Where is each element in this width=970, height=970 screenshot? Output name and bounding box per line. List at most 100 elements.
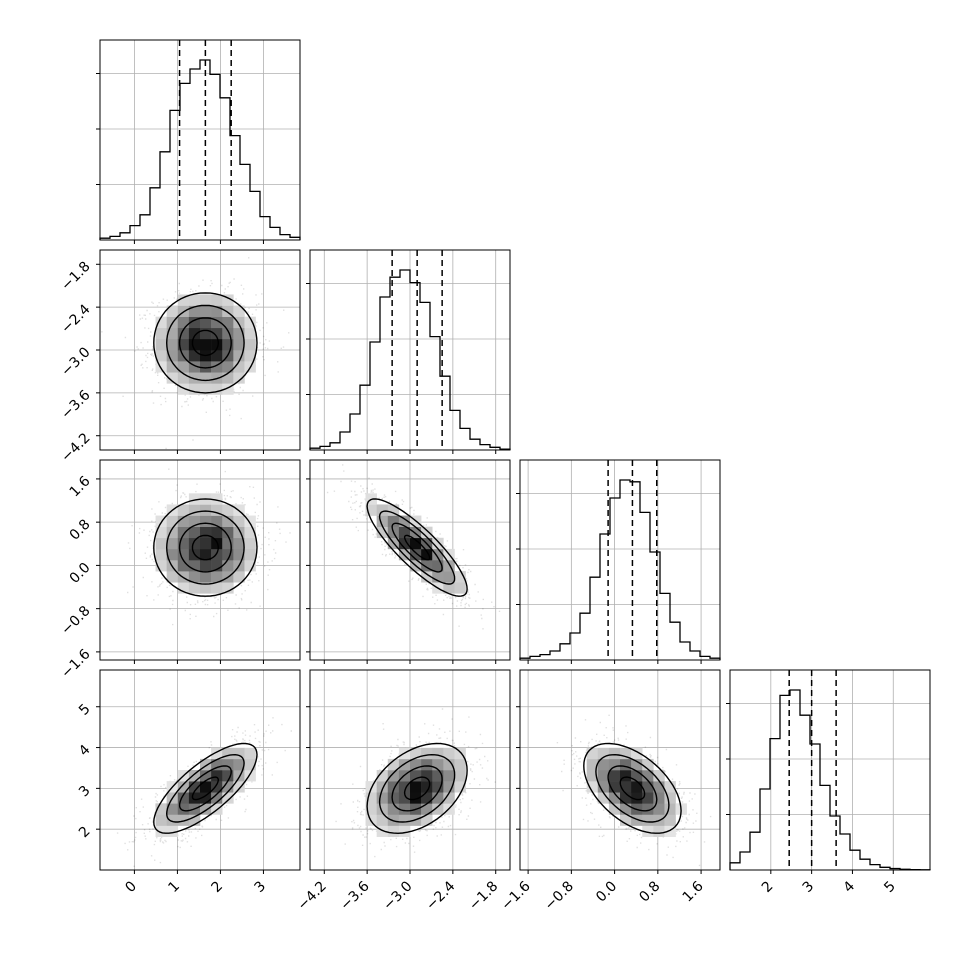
density-cell bbox=[631, 770, 643, 782]
density-cell bbox=[620, 758, 632, 771]
density-cell bbox=[177, 560, 190, 572]
contour-line-0 bbox=[191, 776, 220, 801]
density-cell bbox=[421, 560, 433, 572]
density-cell bbox=[188, 770, 201, 782]
density-cell bbox=[200, 548, 212, 561]
density-cell bbox=[454, 571, 466, 583]
density-cell bbox=[222, 792, 234, 804]
density-cell bbox=[376, 825, 389, 837]
density-cell bbox=[410, 747, 422, 760]
density-cell bbox=[200, 571, 212, 583]
density-cell bbox=[166, 515, 179, 527]
density-cell bbox=[166, 537, 179, 550]
density-cell bbox=[200, 316, 212, 329]
contour-line-1 bbox=[178, 522, 232, 573]
density-cell bbox=[233, 361, 245, 373]
panel-frame bbox=[99, 669, 301, 871]
density-cell bbox=[443, 582, 455, 594]
density-cell bbox=[177, 383, 190, 395]
density-cell bbox=[597, 770, 610, 782]
density-cell bbox=[387, 504, 400, 516]
density-cell bbox=[188, 338, 201, 351]
density-cell bbox=[642, 792, 654, 804]
density-panel-1-0 bbox=[96, 249, 301, 454]
density-content bbox=[556, 714, 712, 867]
density-cell bbox=[222, 361, 234, 373]
density-cell bbox=[376, 814, 389, 826]
density-cell bbox=[166, 327, 179, 340]
y-tick-label: −0.8 bbox=[58, 603, 93, 638]
density-cell bbox=[244, 350, 256, 362]
density-cell bbox=[620, 747, 632, 760]
density-cell bbox=[177, 803, 190, 815]
density-cell bbox=[376, 504, 389, 516]
contour-line-0 bbox=[619, 776, 646, 801]
density-cell bbox=[620, 803, 632, 815]
x-tick-label: −2.4 bbox=[423, 878, 458, 913]
density-cell bbox=[233, 548, 245, 561]
density-cell bbox=[387, 803, 400, 815]
density-cell bbox=[211, 770, 223, 782]
density-cell bbox=[188, 327, 201, 340]
contour-line-0 bbox=[403, 776, 431, 801]
density-cell bbox=[188, 504, 201, 516]
density-panel-2-0 bbox=[96, 459, 301, 664]
y-tick-label: 0.8 bbox=[67, 517, 94, 544]
density-cell bbox=[443, 770, 455, 782]
density-cell bbox=[211, 747, 223, 760]
hist-step-3 bbox=[729, 689, 931, 871]
density-cell bbox=[233, 758, 245, 771]
density-cell bbox=[188, 515, 201, 527]
density-cell bbox=[398, 803, 411, 815]
density-cell bbox=[177, 338, 190, 351]
density-cell bbox=[365, 504, 377, 516]
density-cell bbox=[244, 770, 256, 782]
density-cell bbox=[642, 803, 654, 815]
panel-frame bbox=[99, 459, 301, 661]
density-cell bbox=[631, 747, 643, 760]
density-cell bbox=[188, 560, 201, 572]
density-cell bbox=[454, 770, 466, 782]
x-tick-label: 3 bbox=[251, 878, 269, 896]
density-cell bbox=[620, 781, 632, 793]
density-cell bbox=[664, 803, 676, 815]
density-cell bbox=[211, 792, 223, 804]
density-cell bbox=[211, 571, 223, 583]
y-tick-label: −4.2 bbox=[58, 430, 93, 465]
density-cell bbox=[188, 361, 201, 373]
density-cell bbox=[432, 571, 444, 583]
density-cell bbox=[222, 747, 234, 760]
x-tick-label: 3 bbox=[800, 878, 818, 896]
x-tick-label: 0 bbox=[122, 878, 140, 896]
hist-step-2 bbox=[519, 479, 721, 660]
density-cell bbox=[421, 571, 433, 583]
density-cell bbox=[410, 781, 422, 793]
hist-panel-1 bbox=[306, 249, 511, 454]
contour-line-2 bbox=[595, 753, 670, 823]
density-cell bbox=[211, 548, 223, 561]
contour-line-3 bbox=[366, 498, 468, 597]
density-cell bbox=[653, 825, 665, 837]
density-cell bbox=[244, 537, 256, 550]
density-cell bbox=[443, 792, 455, 804]
density-cell bbox=[432, 548, 444, 561]
density-cell bbox=[642, 814, 654, 826]
density-cell bbox=[177, 814, 190, 826]
density-cell bbox=[211, 758, 223, 771]
density-cell bbox=[200, 758, 212, 771]
y-tick-label: −2.4 bbox=[58, 301, 93, 336]
density-cell bbox=[387, 515, 400, 527]
density-cell bbox=[376, 526, 389, 539]
density-cell bbox=[454, 781, 466, 793]
density-cell bbox=[200, 582, 212, 594]
density-cell bbox=[620, 770, 632, 782]
density-cell bbox=[631, 792, 643, 804]
density-cell bbox=[177, 781, 190, 793]
density-cell bbox=[188, 526, 201, 539]
density-cell bbox=[387, 825, 400, 837]
density-cell bbox=[432, 560, 444, 572]
density-cell bbox=[222, 294, 234, 306]
density-cell bbox=[188, 571, 201, 583]
x-tick-label: −1.6 bbox=[498, 878, 533, 913]
